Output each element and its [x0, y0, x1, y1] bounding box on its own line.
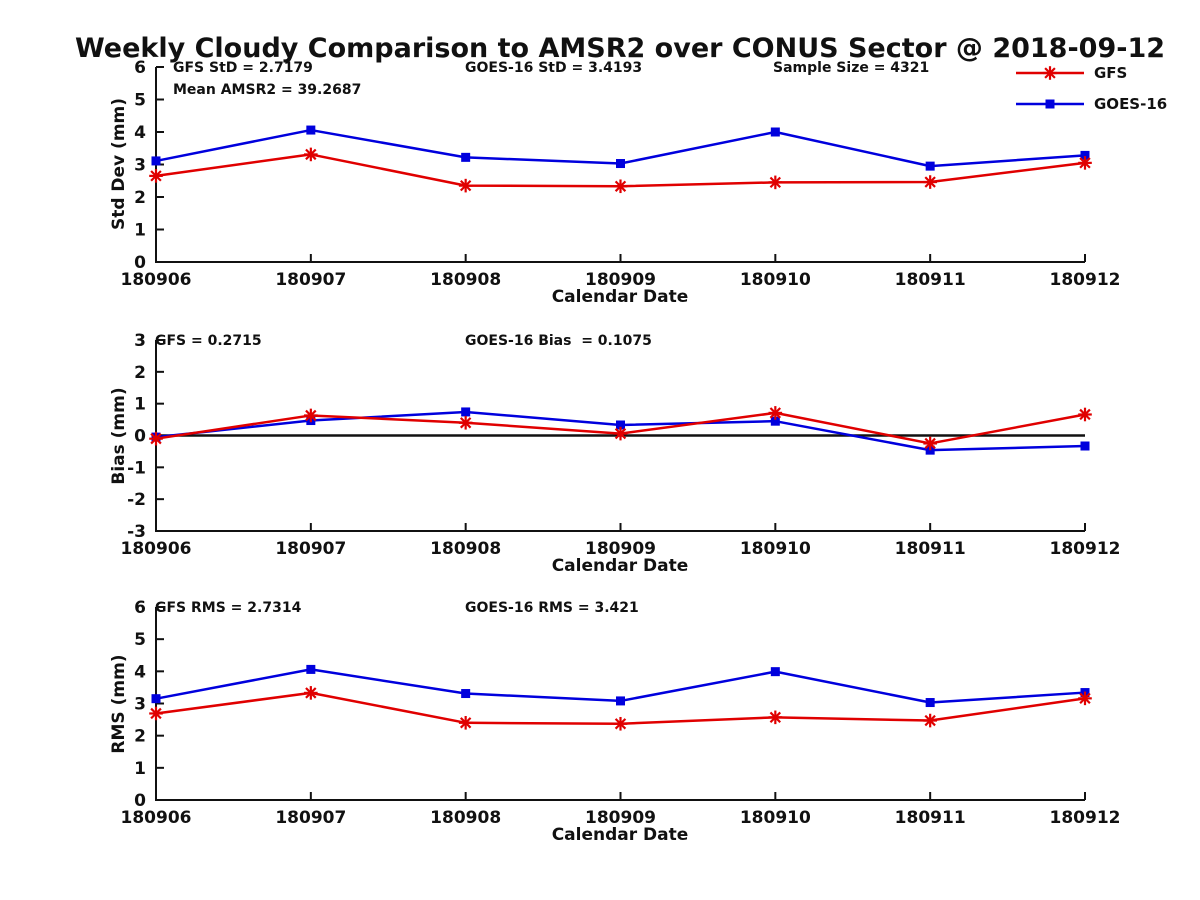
- y-axis-label-rms: RMS (mm): [109, 654, 129, 754]
- tick-label: 180909: [585, 539, 656, 559]
- tick-label: 4: [134, 123, 146, 143]
- tick-label: 180908: [430, 270, 501, 290]
- tick-label: 180912: [1050, 808, 1121, 828]
- annotation-gfs-bias: GFS = 0.2715: [155, 333, 262, 349]
- y-axis-label-stddev: Std Dev (mm): [109, 97, 129, 231]
- legend-entry-gfs: GFS: [1014, 65, 1167, 81]
- goes-16-series: [151, 664, 1090, 708]
- gfs-series: [149, 147, 1092, 194]
- tick-label: 6: [134, 58, 146, 78]
- tick-label: 180911: [895, 270, 966, 290]
- tick-label: 180909: [585, 808, 656, 828]
- legend-label-goes16: GOES-16: [1094, 94, 1168, 113]
- x-axis-label: Calendar Date: [551, 556, 689, 576]
- legend-label-gfs: GFS: [1094, 63, 1128, 82]
- tick-label: 180908: [430, 808, 501, 828]
- plot-rms-mm-: 0 1 2 3 4 5 6 180906 180907 180908 180909 180910 180…: [121, 598, 1121, 828]
- tick-label: 2: [134, 727, 146, 747]
- tick-label: 180907: [275, 808, 346, 828]
- tick-label: -1: [127, 458, 146, 478]
- annotation-gfs-std: GFS StD = 2.7179: [173, 60, 313, 76]
- tick-label: 1: [134, 395, 146, 415]
- tick-label: 1: [134, 759, 146, 779]
- tick-label: 180907: [275, 270, 346, 290]
- tick-label: 180911: [895, 539, 966, 559]
- figure-title: Weekly Cloudy Comparison to AMSR2 over C…: [74, 33, 1166, 64]
- tick-label: -3: [127, 522, 146, 542]
- gfs-series: [149, 686, 1092, 731]
- x-axis-label: Calendar Date: [551, 825, 689, 845]
- tick-label: 180909: [585, 270, 656, 290]
- tick-label: -2: [127, 490, 146, 510]
- tick-label: 3: [134, 156, 146, 176]
- tick-label: 3: [134, 695, 146, 715]
- tick-label: 2: [134, 188, 146, 208]
- annotation-goes-rms: GOES-16 RMS = 3.421: [465, 600, 639, 616]
- tick-label: 180911: [895, 808, 966, 828]
- tick-label: 180912: [1050, 270, 1121, 290]
- y-axis-label-bias: Bias (mm): [109, 387, 129, 485]
- plot-std-dev-mm-: 0 1 2 3 4 5 6 180906 180907 180908 180909 180910 180…: [121, 58, 1121, 290]
- tick-label: 4: [134, 662, 146, 682]
- x-axis-label: Calendar Date: [551, 287, 689, 307]
- tick-label: 1: [134, 221, 146, 241]
- tick-label: 3: [134, 331, 146, 351]
- legend: GFS GOES-16: [1014, 65, 1167, 127]
- tick-label: 180912: [1050, 539, 1121, 559]
- tick-label: 0: [134, 791, 146, 811]
- plot-bias-mm-: -3 -2 -1 0 1 2 3 180906 180907 180908 180909 180910…: [121, 331, 1121, 559]
- tick-label: 180910: [740, 808, 811, 828]
- tick-label: 180910: [740, 270, 811, 290]
- goes16-line-marker-swatch: [1016, 99, 1084, 109]
- tick-label: 0: [134, 427, 146, 447]
- annotation-goes-std: GOES-16 StD = 3.4193: [465, 60, 643, 76]
- gfs-line-marker-swatch: [1016, 66, 1084, 80]
- annotation-sample-size: Sample Size = 4321: [773, 60, 930, 76]
- annotation-gfs-rms: GFS RMS = 2.7314: [155, 600, 302, 616]
- legend-entry-goes16: GOES-16: [1014, 96, 1167, 112]
- tick-label: 6: [134, 598, 146, 618]
- annotation-goes-bias: GOES-16 Bias = 0.1075: [465, 333, 652, 349]
- tick-label: 180906: [121, 270, 192, 290]
- tick-label: 0: [134, 253, 146, 273]
- tick-label: 180910: [740, 539, 811, 559]
- tick-label: 5: [134, 630, 146, 650]
- annotation-mean-amsr2: Mean AMSR2 = 39.2687: [173, 82, 362, 98]
- gfs-series: [149, 406, 1092, 451]
- goes-16-series: [151, 125, 1090, 171]
- tick-label: 180906: [121, 808, 192, 828]
- tick-label: 180906: [121, 539, 192, 559]
- tick-label: 180907: [275, 539, 346, 559]
- tick-label: 180908: [430, 539, 501, 559]
- tick-label: 5: [134, 91, 146, 111]
- tick-label: 2: [134, 363, 146, 383]
